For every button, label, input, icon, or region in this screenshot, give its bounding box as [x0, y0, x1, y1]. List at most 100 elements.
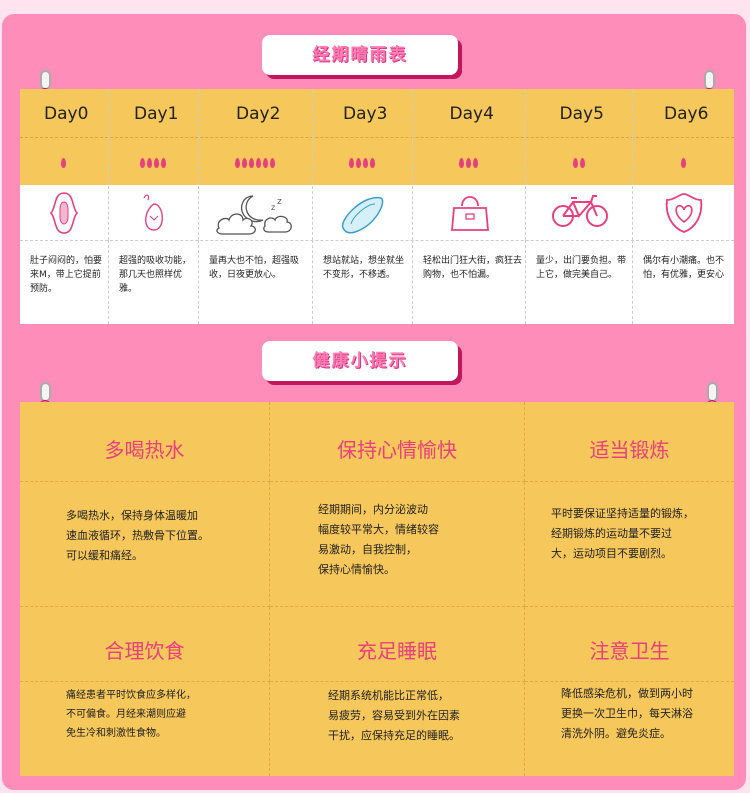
flow-indicator [572, 153, 587, 172]
day-cell: Day5 [525, 89, 632, 137]
tip-body: 平时要保证坚持适量的锻炼， 经期锻炼的运动量不要过 大，运动项目不要剧烈。 [551, 504, 694, 564]
tip-line: 免生冷和刺激性食物。 [66, 728, 166, 739]
day-label: Day5 [559, 104, 604, 124]
icon-cell [312, 186, 412, 240]
icon-cell [108, 186, 198, 240]
day-cell: Day4 [412, 89, 525, 137]
flow-indicator [140, 153, 168, 172]
blood-drop-icon [370, 158, 375, 168]
tip-line: 痛经患者平时饮食应多样化， [66, 690, 196, 701]
tip-title: 保持心情愉快 [337, 438, 457, 462]
blood-drop-icon [459, 158, 464, 168]
tip-cell: 量再大也不怕，超强吸收，日夜更放心。 [198, 240, 312, 324]
day-label: Day2 [236, 104, 281, 124]
tip-title: 充足睡眠 [357, 639, 437, 663]
tip-line: 易疲劳，容易受到外在因素 [328, 709, 460, 722]
icon-cell [632, 186, 734, 240]
tip-body: 经期期间，内分泌波动 幅度较平常大，情绪较容 易激动，自我控制， 保持心情愉快。 [318, 500, 439, 580]
blood-drop-icon [356, 158, 361, 168]
tip-line: 平时要保证坚持适量的锻炼， [551, 507, 694, 520]
blood-drop-icon [363, 158, 368, 168]
blood-drop-icon [680, 158, 686, 168]
flow-indicator [680, 153, 688, 172]
tip-body: 痛经患者平时饮食应多样化， 不可偏食。月经来潮则应避 免生冷和刺激性食物。 [66, 686, 196, 743]
tip-body: 降低感染危机，做到两小时 更换一次卫生巾，每天淋浴 清洗外阴。避免炎症。 [561, 684, 693, 744]
day-tip: 肚子闷闷的，怕要来M，带上它提前预防。 [30, 256, 103, 294]
flow-indicator [459, 153, 480, 172]
bicycle-icon [551, 190, 609, 234]
day-tip: 量再大也不怕，超强吸收，日夜更放心。 [209, 256, 300, 280]
day-row [20, 89, 734, 137]
liner-icon [335, 190, 391, 240]
day-tip: 想站就站，想坐就坐不变形，不移透。 [323, 256, 405, 280]
day-tip: 轻松出门狂大街，疯狂去购物，也不怕漏。 [423, 256, 523, 280]
tip-body: 经期系统机能比正常低， 易疲劳，容易受到外在因素 干扰，应保持充足的睡眠。 [328, 686, 460, 746]
day-label: Day3 [343, 104, 388, 124]
period-table: Day0 肚子闷闷的，怕要来M，带上它提前预防。 Day1 超强的吸收功能，那几天也照… [20, 89, 734, 324]
blood-drop-icon [242, 158, 247, 168]
flow-indicator [60, 153, 68, 172]
tip-line: 不可偏食。月经来潮则应避 [66, 709, 186, 720]
blood-drop-icon [572, 158, 578, 168]
tip-line: 清洗外阴。避免炎症。 [561, 727, 671, 740]
svg-text:z: z [277, 197, 282, 207]
day-cell: Day2 [198, 89, 312, 137]
blood-drop-icon [161, 158, 166, 168]
blood-drop-icon [235, 158, 240, 168]
icon-cell [20, 186, 108, 240]
blood-drop-icon [349, 158, 354, 168]
blood-drop-icon [579, 158, 585, 168]
tip-cell-header: 合理饮食 [20, 607, 270, 682]
tip-title: 注意卫生 [589, 639, 670, 663]
icon-cell [525, 186, 632, 240]
blood-drop-icon [249, 158, 254, 168]
day-label: Day6 [664, 104, 709, 124]
tip-cell: 想站就站，想坐就坐不变形，不移透。 [312, 240, 412, 324]
tip-line: 可以缓和痛经。 [66, 549, 143, 562]
day-tip: 量少，出门要负担。带上它，做完美自己。 [536, 256, 627, 280]
health-tips-grid: 多喝热水 保持心情愉快 适当锻炼 多喝热水，保持身体温暖加 速血液循环，热敷骨下… [20, 402, 734, 776]
tip-line: 降低感染危机，做到两小时 [561, 687, 693, 700]
blood-drop-icon [140, 158, 145, 168]
heart-badge-icon [661, 190, 707, 240]
tip-title: 多喝热水 [104, 438, 185, 462]
day-cell: Day1 [108, 89, 198, 137]
blood-drop-icon [473, 158, 478, 168]
tip-cell-body: 经期期间，内分泌波动 幅度较平常大，情绪较容 易激动，自我控制， 保持心情愉快。 [270, 482, 525, 607]
icon-cell [412, 186, 525, 240]
tip-body: 多喝热水，保持身体温暖加 速血液循环，热敷骨下位置。 可以缓和痛经。 [66, 506, 209, 566]
flow-cell [108, 137, 198, 184]
tip-cell-header: 充足睡眠 [270, 607, 525, 682]
tips-title: 健康小提示 [262, 341, 458, 381]
day-cell: Day3 [312, 89, 412, 137]
flow-cell [525, 137, 632, 184]
flow-cell [312, 137, 412, 184]
tip-cell-header: 注意卫生 [525, 607, 734, 682]
flow-cell [632, 137, 734, 184]
flow-cell [20, 137, 108, 184]
flow-cell [412, 137, 525, 184]
tip-line: 大，运动项目不要剧烈。 [551, 547, 672, 560]
tip-cell-body: 痛经患者平时饮食应多样化， 不可偏食。月经来潮则应避 免生冷和刺激性食物。 [20, 682, 270, 776]
flow-cell [198, 137, 312, 184]
blood-drop-icon [263, 158, 268, 168]
day-tip: 超强的吸收功能，那几天也照样优雅。 [119, 256, 192, 294]
day-label: Day1 [134, 104, 179, 124]
blood-drop-icon [466, 158, 471, 168]
tip-line: 多喝热水，保持身体温暖加 [66, 509, 198, 522]
day-label: Day4 [449, 104, 494, 124]
blood-drop-icon [256, 158, 261, 168]
tip-line: 速血液循环，热敷骨下位置。 [66, 529, 209, 542]
blood-drop-icon [270, 158, 275, 168]
flow-row [20, 137, 734, 185]
tip-row [20, 240, 734, 324]
tip-cell-header: 保持心情愉快 [270, 402, 525, 482]
tip-line: 干扰，应保持充足的睡眠。 [328, 729, 460, 742]
tip-cell: 超强的吸收功能，那几天也照样优雅。 [108, 240, 198, 324]
tip-line: 经期系统机能比正常低， [328, 689, 449, 702]
period-table-title: 经期晴雨表 [262, 35, 458, 75]
tip-title: 合理饮食 [104, 639, 185, 663]
tip-title: 适当锻炼 [589, 438, 670, 462]
blood-drop-icon [147, 158, 152, 168]
